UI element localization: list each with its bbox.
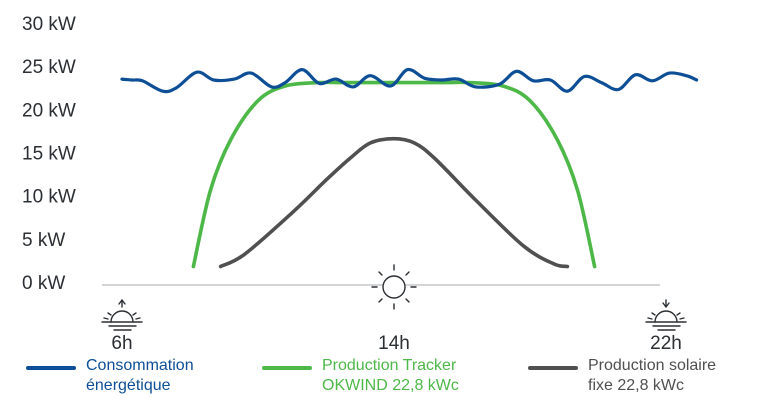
legend-line: Production solaire <box>588 357 717 374</box>
legend-swatch <box>262 366 312 370</box>
legend-line: Production Tracker <box>322 357 457 374</box>
sun-icon <box>371 264 417 310</box>
y-tick-label: 15 kW <box>22 144 76 165</box>
legend-line: Consommation <box>86 357 194 374</box>
x-tick-label: 22h <box>650 333 682 354</box>
legend-label: Production Tracker OKWIND 22,8 kWc <box>322 356 459 396</box>
legend-line: énergétique <box>86 377 171 394</box>
legend-swatch <box>528 366 578 370</box>
series-line-consumption <box>120 67 699 94</box>
y-axis: 30 kW 25 kW 20 kW 15 kW 10 kW 5 kW 0 kW <box>22 14 76 294</box>
legend-label: Consommation énergétique <box>86 356 194 396</box>
x-tick-label: 6h <box>111 333 132 354</box>
legend-swatch <box>26 366 76 370</box>
legend-item-tracker: Production Tracker OKWIND 22,8 kWc <box>262 356 459 396</box>
sunset-icon <box>645 299 687 331</box>
series-line-tracker <box>191 80 597 269</box>
series-line-fixed <box>218 136 570 269</box>
legend-label: Production solaire fixe 22,8 kWc <box>588 356 716 396</box>
legend-item-fixed: Production solaire fixe 22,8 kWc <box>528 356 716 396</box>
series <box>120 67 699 269</box>
y-tick-label: 0 kW <box>22 273 65 294</box>
x-tick-label: 14h <box>378 333 410 354</box>
legend-line: OKWIND 22,8 kWc <box>322 377 459 394</box>
y-tick-label: 25 kW <box>22 57 76 78</box>
y-tick-label: 10 kW <box>22 187 76 208</box>
x-axis: 6h 14h 22h <box>111 333 681 354</box>
sunrise-icon <box>101 298 143 331</box>
legend-item-consumption: Consommation énergétique <box>26 356 194 396</box>
legend-line: fixe 22,8 kWc <box>588 377 685 394</box>
y-tick-label: 20 kW <box>22 100 76 121</box>
y-tick-label: 30 kW <box>22 14 76 35</box>
y-tick-label: 5 kW <box>22 230 65 251</box>
